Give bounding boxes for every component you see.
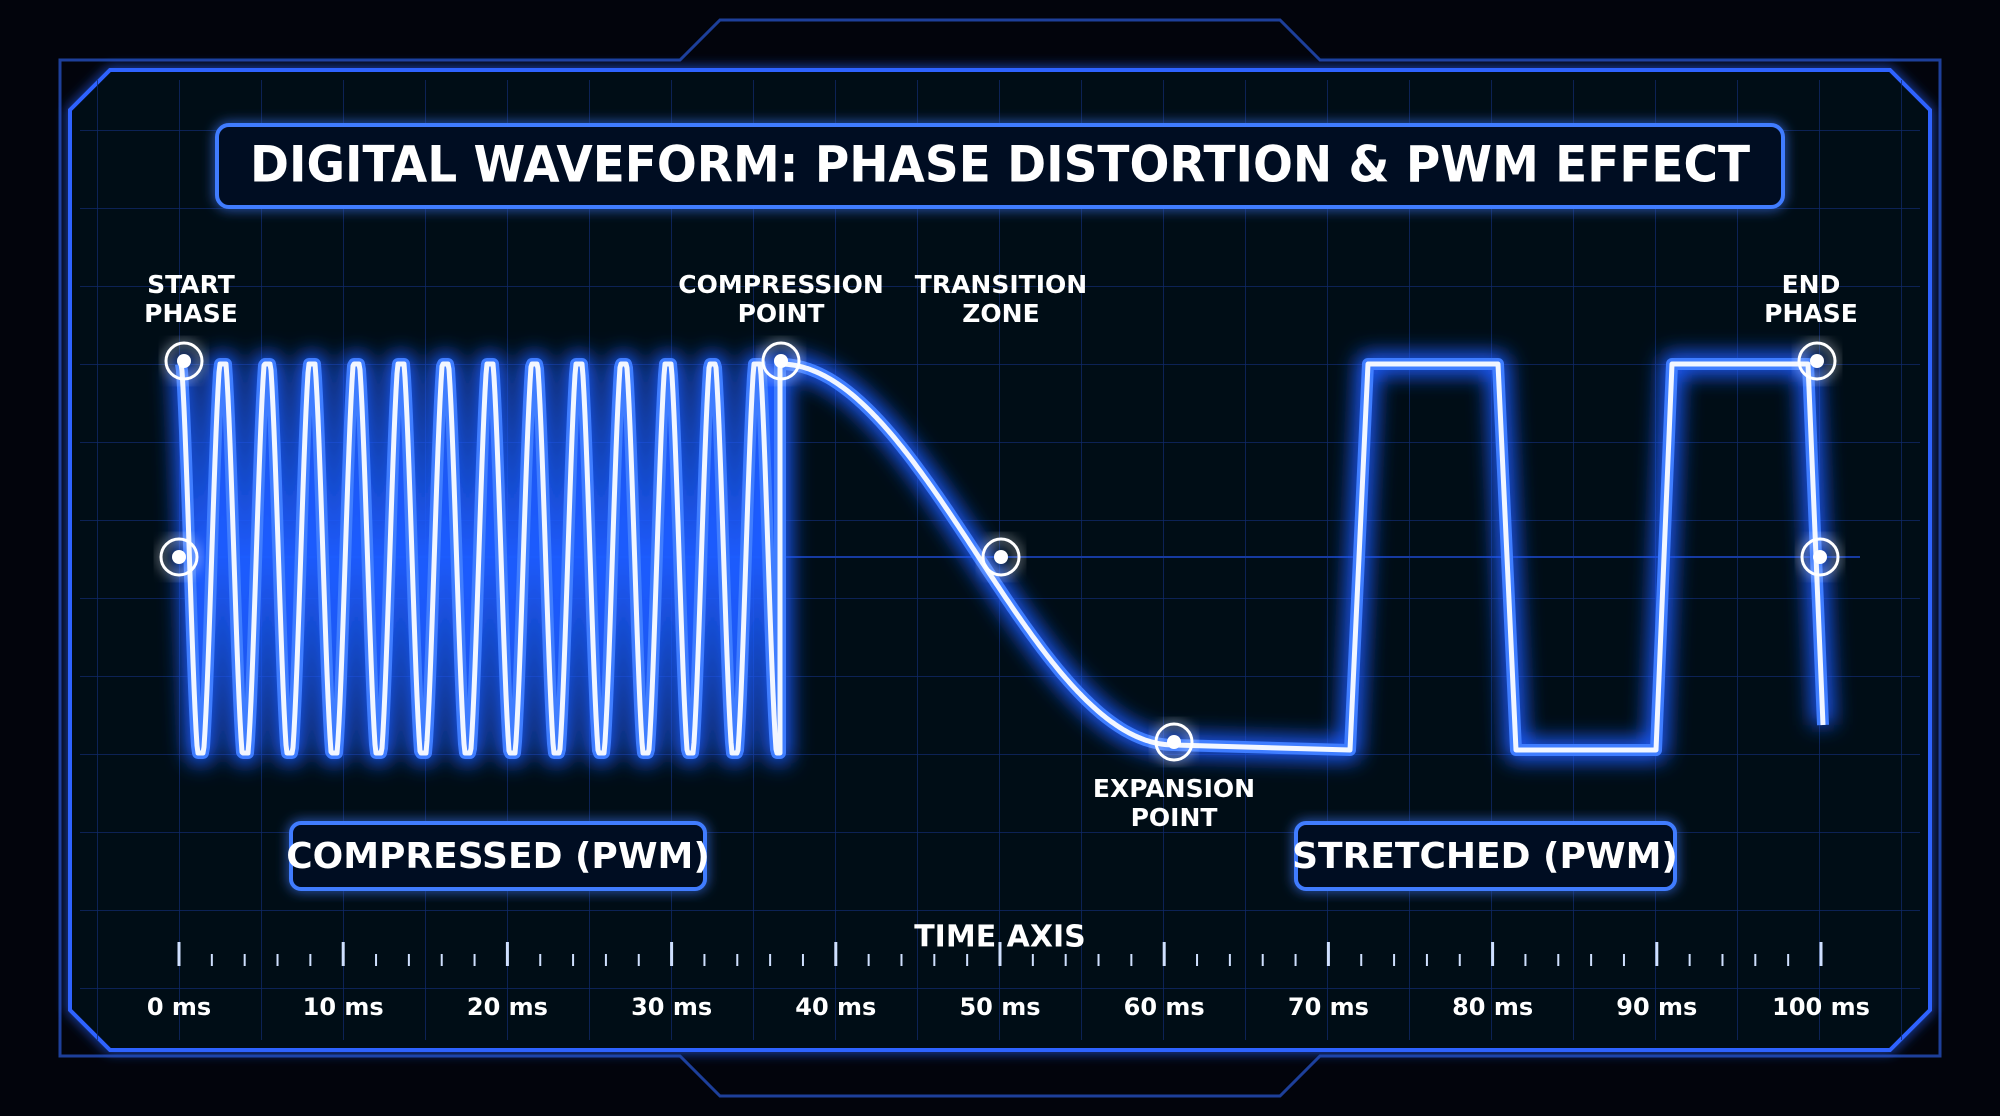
marker xyxy=(164,341,204,381)
tick-label: 20 ms xyxy=(467,993,548,1021)
annotation-label: POINT xyxy=(1131,803,1218,832)
tick-label: 70 ms xyxy=(1288,993,1369,1021)
marker-dot xyxy=(774,354,788,368)
tick-label: 80 ms xyxy=(1452,993,1533,1021)
annotation-label: POINT xyxy=(738,299,825,328)
marker-dot xyxy=(177,354,191,368)
annotation-label: EXPANSION xyxy=(1093,774,1255,803)
marker xyxy=(1154,722,1194,762)
region-label: STRETCHED (PWM) xyxy=(1292,836,1678,877)
tick-label: 60 ms xyxy=(1124,993,1205,1021)
marker-dot xyxy=(1813,550,1827,564)
marker-dot xyxy=(1167,735,1181,749)
time-axis: 0 ms 10 ms 20 ms 30 ms 40 ms 50 ms 60 ms 70 ms 8… xyxy=(147,942,1870,1021)
outer-frame xyxy=(58,18,1942,1098)
marker-dot xyxy=(1810,354,1824,368)
tick-label: 100 ms xyxy=(1772,993,1870,1021)
tick-label: 40 ms xyxy=(795,993,876,1021)
marker xyxy=(159,537,199,577)
tick-label: 10 ms xyxy=(303,993,384,1021)
annotation-label: ZONE xyxy=(962,299,1039,328)
tick-label: 50 ms xyxy=(959,993,1040,1021)
annotation-label: PHASE xyxy=(144,299,238,328)
marker xyxy=(981,537,1021,577)
region-box xyxy=(289,821,707,891)
region-box xyxy=(1294,821,1677,891)
marker xyxy=(1800,537,1840,577)
title-box xyxy=(215,123,1785,209)
waveform xyxy=(159,341,1840,764)
annotation-label: END xyxy=(1782,270,1841,299)
annotation-label: COMPRESSION xyxy=(678,270,884,299)
marker-dot xyxy=(172,550,186,564)
region-label: COMPRESSED (PWM) xyxy=(286,836,710,877)
marker xyxy=(761,341,801,381)
tick-label: 90 ms xyxy=(1616,993,1697,1021)
tick-label: 0 ms xyxy=(147,993,211,1021)
wave-core xyxy=(177,361,1826,756)
tick-label: 30 ms xyxy=(631,993,712,1021)
annotation-label: TRANSITION xyxy=(915,270,1087,299)
title: DIGITAL WAVEFORM: PHASE DISTORTION & PWM… xyxy=(250,136,1750,194)
marker-dot xyxy=(994,550,1008,564)
annotations: START PHASE COMPRESSION POINT TRANSITION… xyxy=(144,270,1858,832)
annotation-label: PHASE xyxy=(1764,299,1858,328)
marker xyxy=(1797,341,1837,381)
annotation-label: START xyxy=(147,270,235,299)
